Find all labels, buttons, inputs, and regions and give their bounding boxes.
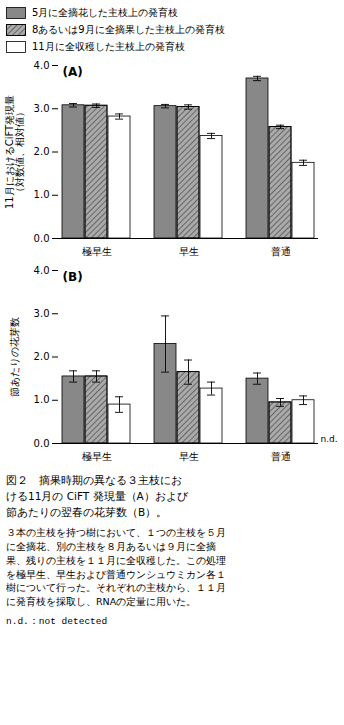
svg-text:1.0: 1.0 [34, 189, 50, 200]
svg-text:2.0: 2.0 [34, 351, 50, 362]
svg-text:n.d.: n.d. [321, 434, 338, 444]
svg-text:3.0: 3.0 [34, 308, 50, 319]
svg-text:(A): (A) [63, 65, 83, 79]
svg-text:4.0: 4.0 [34, 265, 50, 276]
html-text:３本の主枝を持つ樹において、１つの主枝を５月 に全摘花、別の: ３本の主枝を持つ樹において、１つの主枝を５月 に全摘花、別の主枝を８月あるいは９… [6, 527, 226, 608]
svg-text:0.0: 0.0 [34, 438, 50, 449]
svg-text:極早生: 極早生 [82, 451, 112, 462]
html-text:n.d.：not detected: n.d.：not detected [6, 615, 108, 627]
svg-text:極早生: 極早生 [82, 246, 112, 257]
svg-text:節あたりの花芽数: 節あたりの花芽数 [9, 317, 20, 397]
svg-text:早生: 早生 [179, 246, 199, 257]
svg-text:4.0: 4.0 [34, 60, 50, 71]
svg-text:0.0: 0.0 [34, 233, 50, 244]
svg-text:早生: 早生 [179, 451, 199, 462]
html-text:5月に全摘花した主枝上の発育枝: 5月に全摘花した主枝上の発育枝 [32, 6, 179, 18]
html-text:図２ 摘果時期の異なる３主枝にお ける11月の CiFT 発: 図２ 摘果時期の異なる３主枝にお ける11月の CiFT 発現量（A）および 節… [6, 474, 188, 518]
svg-text:(B): (B) [63, 270, 83, 284]
svg-text:普通: 普通 [271, 246, 291, 257]
svg-text:11月におけるCiFT発現量（対数値、相対値）: 11月におけるCiFT発現量（対数値、相対値） [4, 95, 25, 209]
html-text:8あるいは9月に全摘果した主枝上の発育枝: 8あるいは9月に全摘果した主枝上の発育枝 [32, 23, 225, 35]
svg-text:普通: 普通 [271, 451, 291, 462]
svg-text:2.0: 2.0 [34, 146, 50, 157]
svg-text:3.0: 3.0 [34, 103, 50, 114]
html-text:11月に全収穫した主枝上の発育枝: 11月に全収穫した主枝上の発育枝 [32, 40, 185, 52]
svg-text:1.0: 1.0 [34, 394, 50, 405]
